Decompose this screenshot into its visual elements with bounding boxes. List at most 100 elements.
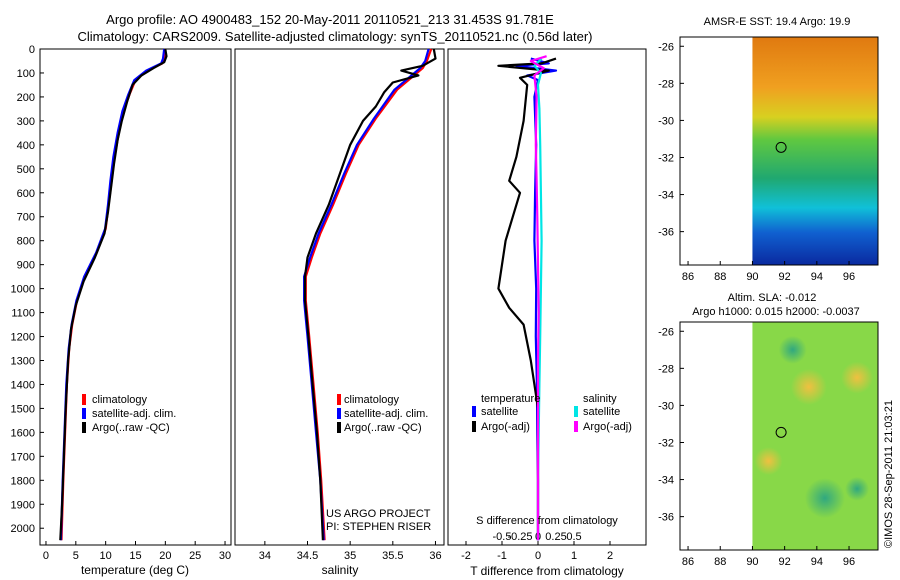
lon-tick-label: 96	[843, 271, 855, 283]
x-tick-label: 34	[259, 550, 271, 562]
lat-tick-label: -30	[658, 115, 674, 127]
depth-tick-label: 100	[17, 68, 35, 80]
legend-swatch-s-satellite	[574, 406, 578, 417]
salinity-lines	[303, 48, 437, 541]
salinity-axes	[234, 48, 445, 546]
lat-tick-label: -32	[658, 152, 674, 164]
x-tick-label: -1	[497, 550, 507, 562]
legend-swatch-satellite	[337, 408, 341, 419]
sst-lon-ticks: 86 88 90 92 94 96	[682, 261, 855, 283]
s-difference-xlabel: S difference from climatology	[476, 515, 618, 527]
lat-tick-label: -28	[658, 363, 674, 375]
depth-tick-label: 0	[29, 44, 35, 56]
x-tick-label: 30	[219, 550, 231, 562]
legend-label-t-satellite: satellite	[481, 406, 518, 418]
sla-lon-ticks: 86 88 90 92 94 96	[682, 546, 855, 568]
s-tick-label: -0.5	[493, 531, 512, 543]
temperature-axes	[39, 48, 232, 546]
sla-blob	[804, 478, 845, 519]
sla-map-title: Altim. SLA: -0.012	[728, 292, 817, 304]
legend-label-argo: Argo(..raw -QC)	[92, 422, 170, 434]
lat-tick-label: -32	[658, 437, 674, 449]
depth-tick-label: 1100	[11, 308, 35, 320]
depth-tick-label: 500	[17, 164, 35, 176]
temperature-legend: climatology satellite-adj. clim. Argo(..…	[82, 394, 176, 434]
x-tick-label: 2	[607, 550, 613, 562]
salinity-legend: climatology satellite-adj. clim. Argo(..…	[337, 394, 428, 434]
legend-title-temperature: temperature	[481, 393, 540, 405]
depth-tick-label: 2000	[11, 523, 35, 535]
series-line-argo-raw-qc-	[303, 48, 437, 541]
depth-tick-label: 900	[17, 260, 35, 272]
series-line-temperature-argo-adj-	[497, 57, 557, 541]
legend-title-salinity: salinity	[583, 393, 617, 405]
depth-tick-label: 1400	[11, 379, 35, 391]
legend-label-s-argo: Argo(-adj)	[583, 421, 632, 433]
sst-map-title: AMSR-E SST: 19.4 Argo: 19.9	[704, 16, 851, 28]
difference-axes	[447, 48, 647, 546]
lon-tick-label: 90	[746, 556, 758, 568]
x-tick-label: 35.5	[382, 550, 403, 562]
legend-swatch-climatology	[337, 394, 341, 405]
x-tick-label: 34.5	[297, 550, 318, 562]
lat-tick-label: -36	[658, 512, 674, 524]
s-tick-label: 0.25	[545, 531, 566, 543]
depth-tick-label: 700	[17, 212, 35, 224]
legend-swatch-t-argo	[472, 421, 476, 432]
temperature-x-ticks: 0 5 10 15 20 25 30	[43, 541, 231, 562]
difference-lines	[497, 55, 558, 541]
salinity-panel: 34 34.5 35 35.5 36 salinity climatology sate…	[234, 48, 445, 577]
depth-tick-label: 1200	[11, 332, 35, 344]
legend-swatch-satellite	[82, 408, 86, 419]
credit-pi: PI: STEPHEN RISER	[326, 521, 431, 533]
sla-blob	[841, 361, 874, 394]
x-tick-label: 0	[43, 550, 49, 562]
argo-location-marker	[775, 426, 787, 438]
depth-tick-label: 1600	[11, 427, 35, 439]
x-tick-label: 15	[129, 550, 141, 562]
lat-tick-label: -28	[658, 78, 674, 90]
sla-lat-ticks: -26 -28 -30 -32 -34 -36	[658, 326, 684, 524]
legend-label-t-argo: Argo(-adj)	[481, 421, 530, 433]
temperature-lines	[59, 48, 168, 541]
x-tick-label: 20	[159, 550, 171, 562]
legend-swatch-s-argo	[574, 421, 578, 432]
legend-swatch-argo	[337, 422, 341, 433]
difference-legend: temperature salinity satellite Argo(-adj…	[472, 393, 632, 433]
depth-tick-label: 800	[17, 236, 35, 248]
lat-tick-label: -34	[658, 190, 674, 202]
x-tick-label: 25	[189, 550, 201, 562]
s-tick-label: 0.5	[566, 531, 581, 543]
x-tick-label: 1	[571, 550, 577, 562]
sla-blob	[845, 476, 870, 501]
lat-tick-label: -26	[658, 326, 674, 338]
depth-tick-label: 1800	[11, 475, 35, 487]
sla-map: Altim. SLA: -0.012 Argo h1000: 0.015 h20…	[658, 292, 879, 568]
lat-tick-label: -36	[658, 227, 674, 239]
legend-label-climatology: climatology	[92, 394, 148, 406]
sst-lat-ticks: -26 -28 -30 -32 -34 -36	[658, 41, 684, 239]
x-tick-label: -2	[461, 550, 471, 562]
lon-tick-label: 88	[714, 556, 726, 568]
lon-tick-label: 88	[714, 271, 726, 283]
x-tick-label: 5	[73, 550, 79, 562]
lon-tick-label: 92	[779, 556, 791, 568]
difference-panel: -2 -1 0 1 2 -0.5-0.25 0 0.25 0.5 S difference f…	[447, 48, 647, 578]
lon-tick-label: 94	[811, 271, 823, 283]
legend-label-argo: Argo(..raw -QC)	[344, 422, 422, 434]
depth-tick-label: 1700	[11, 451, 35, 463]
sla-blob	[778, 335, 807, 364]
legend-label-climatology: climatology	[344, 394, 400, 406]
depth-tick-label: 600	[17, 188, 35, 200]
lat-tick-label: -26	[658, 41, 674, 53]
sla-blob	[790, 368, 827, 405]
temperature-xlabel: temperature (deg C)	[81, 563, 189, 577]
sla-map-subtitle: Argo h1000: 0.015 h2000: -0.0037	[692, 306, 860, 318]
x-tick-label: 36	[429, 550, 441, 562]
lat-tick-label: -34	[658, 475, 674, 487]
depth-tick-label: 1000	[11, 284, 35, 296]
legend-swatch-climatology	[82, 394, 86, 405]
depth-tick-label: 400	[17, 140, 35, 152]
sst-field	[752, 37, 878, 265]
